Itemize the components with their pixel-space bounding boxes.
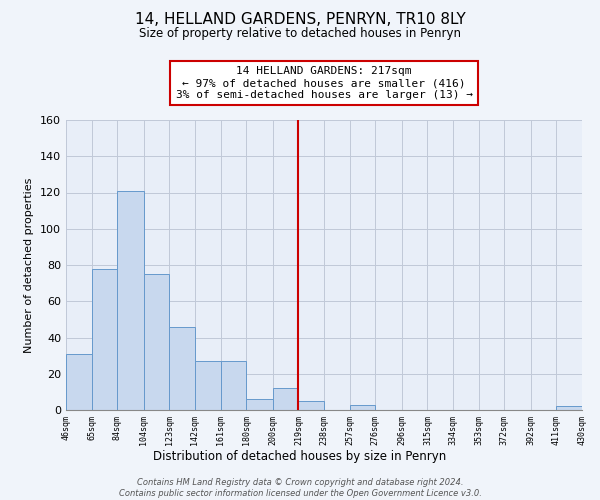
Bar [273,388,298,410]
Text: Contains HM Land Registry data © Crown copyright and database right 2024.
Contai: Contains HM Land Registry data © Crown c… [119,478,481,498]
Bar [556,406,582,410]
Text: Distribution of detached houses by size in Penryn: Distribution of detached houses by size … [154,450,446,463]
Bar [144,274,169,410]
Text: Size of property relative to detached houses in Penryn: Size of property relative to detached ho… [139,28,461,40]
Bar [221,361,246,410]
Bar [117,190,144,410]
Bar [169,326,195,410]
Text: 14, HELLAND GARDENS, PENRYN, TR10 8LY: 14, HELLAND GARDENS, PENRYN, TR10 8LY [134,12,466,28]
Y-axis label: Number of detached properties: Number of detached properties [25,178,34,352]
Bar [195,361,221,410]
Bar [92,268,117,410]
Bar [246,399,273,410]
Text: 14 HELLAND GARDENS: 217sqm
← 97% of detached houses are smaller (416)
3% of semi: 14 HELLAND GARDENS: 217sqm ← 97% of deta… [176,66,473,100]
Bar [66,354,92,410]
Bar [298,401,324,410]
Bar [350,404,375,410]
